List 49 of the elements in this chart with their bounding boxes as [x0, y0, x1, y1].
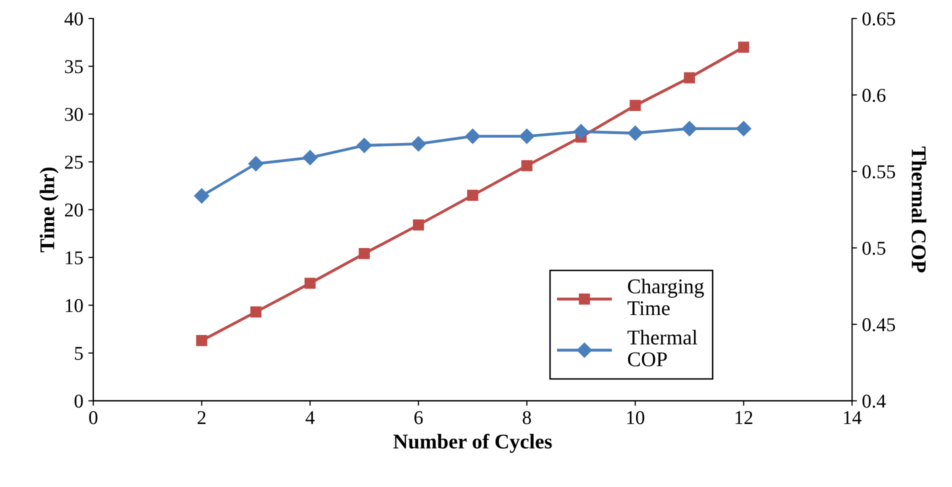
y2-tick-label: 0.4: [862, 394, 886, 408]
point: [738, 42, 750, 53]
y2-tick-label: 0.5: [862, 242, 886, 255]
point: [684, 72, 696, 84]
point: [196, 335, 208, 346]
x-tick-label: 10: [627, 411, 644, 424]
point: [465, 128, 480, 144]
y2-tick-label: 0.45: [862, 318, 896, 332]
point: [304, 278, 316, 289]
x-tick-label: 4: [306, 411, 315, 424]
y-tick-label: 40: [64, 12, 83, 26]
y-tick-label: 30: [65, 108, 83, 122]
y2-tick-label: 0.6: [862, 88, 886, 102]
y-tick-label: 10: [66, 299, 83, 312]
y-axis-title: Time (hr): [40, 168, 59, 252]
x-tick-label: 6: [414, 411, 423, 424]
point: [519, 128, 534, 144]
point: [358, 248, 370, 260]
x-tick-label: 14: [844, 411, 862, 424]
point: [736, 121, 752, 136]
y-tick-label: 0: [74, 394, 83, 408]
point: [682, 121, 698, 136]
point: [630, 100, 641, 112]
point: [410, 136, 426, 152]
legend-label: Thermal COP: [628, 330, 698, 366]
y-tick-label: 15: [66, 251, 83, 264]
legend-label: Charging Time: [628, 278, 704, 316]
point: [356, 138, 372, 153]
y-tick-label: 20: [64, 203, 83, 217]
y2-tick-label: 0.55: [862, 165, 896, 178]
x-tick-label: 2: [198, 411, 206, 424]
y2-tick-label: 0.65: [862, 12, 896, 26]
x-tick-label: 8: [522, 411, 531, 424]
point: [628, 126, 643, 141]
x-tick-label: 0: [89, 411, 98, 424]
point: [194, 188, 210, 204]
y-tick-label: 35: [65, 60, 83, 74]
y-tick-label: 5: [74, 347, 83, 360]
x-tick-label: 12: [736, 411, 752, 424]
point: [250, 306, 262, 318]
point: [573, 124, 589, 140]
y2-axis-title: Thermal COP: [912, 146, 926, 272]
y-tick-label: 25: [64, 156, 83, 169]
point: [467, 190, 478, 201]
point: [521, 160, 532, 172]
point: [412, 219, 424, 230]
x-axis-title: Number of Cycles: [393, 434, 552, 453]
point: [248, 156, 264, 172]
point: [302, 150, 318, 166]
